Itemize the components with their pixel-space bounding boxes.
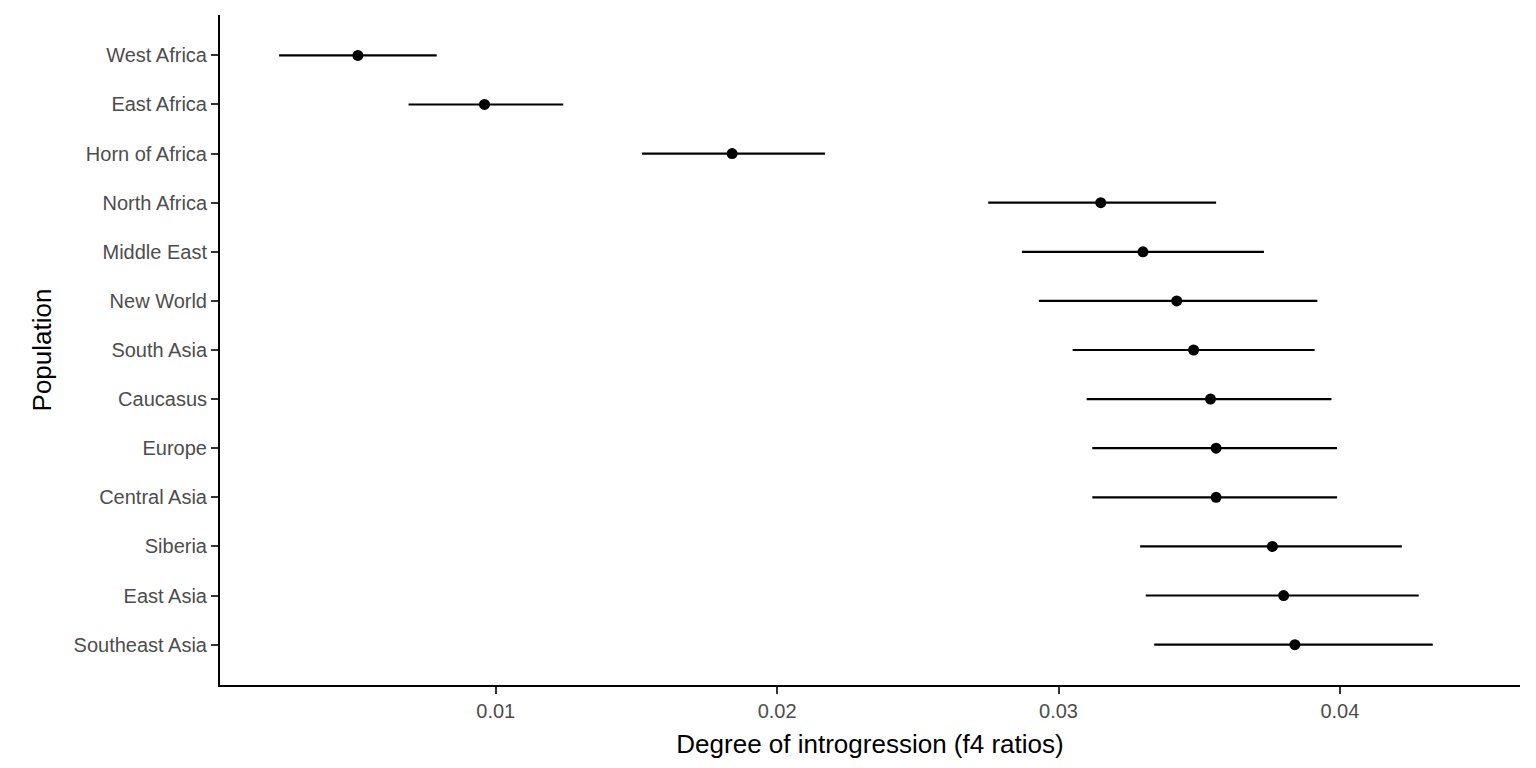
svg-text:Horn of Africa: Horn of Africa	[86, 143, 208, 165]
svg-text:New World: New World	[110, 290, 207, 312]
svg-text:0.04: 0.04	[1320, 700, 1359, 722]
svg-text:Population: Population	[27, 289, 57, 412]
svg-text:Europe: Europe	[143, 437, 208, 459]
svg-text:Caucasus: Caucasus	[118, 388, 207, 410]
svg-text:Middle East: Middle East	[103, 241, 208, 263]
svg-text:0.02: 0.02	[758, 700, 797, 722]
svg-text:0.01: 0.01	[476, 700, 515, 722]
svg-text:East Africa: East Africa	[111, 93, 207, 115]
svg-text:Southeast Asia: Southeast Asia	[74, 634, 208, 656]
svg-text:West Africa: West Africa	[106, 44, 208, 66]
svg-text:South Asia: South Asia	[111, 339, 208, 361]
svg-text:0.03: 0.03	[1039, 700, 1078, 722]
svg-text:Siberia: Siberia	[145, 535, 208, 557]
svg-text:North Africa: North Africa	[103, 192, 208, 214]
svg-text:Degree of introgression (f4 ra: Degree of introgression (f4 ratios)	[676, 729, 1063, 759]
svg-text:East Asia: East Asia	[124, 585, 208, 607]
svg-text:Central Asia: Central Asia	[99, 486, 208, 508]
